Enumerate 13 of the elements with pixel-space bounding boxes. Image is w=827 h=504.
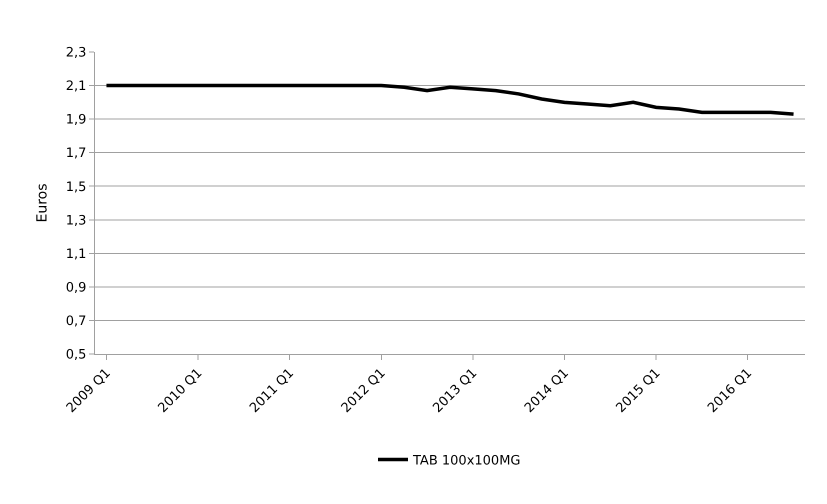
y-tick-label: 2,1 [66,79,86,94]
y-tick-label: 0,5 [66,348,86,363]
y-tick-label: 1,7 [66,146,86,162]
y-tick-label: 1,1 [66,246,86,262]
line-series [104,84,796,116]
y-axis-title: Euros [34,183,50,223]
y-tick-label: 1,3 [66,213,86,228]
y-tick-label: 0,7 [66,314,86,329]
legend-label: TAB 100x100MG [412,454,520,469]
y-tick-label: 2,3 [66,46,86,61]
y-tick-label: 0,9 [66,280,86,296]
y-tick-label: 1,9 [66,112,86,128]
y-tick-label: 1,5 [66,180,86,195]
